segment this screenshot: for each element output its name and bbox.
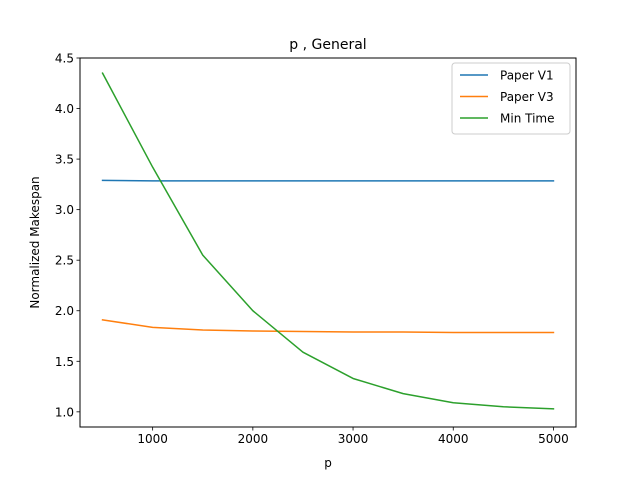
y-tick-label: 1.5 xyxy=(55,355,74,369)
legend-label: Min Time xyxy=(500,112,554,126)
y-axis-ticks: 1.0 1.5 2.0 2.5 3.0 3.5 4.0 4.5 xyxy=(55,52,80,419)
x-tick-label: 5000 xyxy=(538,432,569,446)
plot-area-frame xyxy=(79,57,577,428)
x-tick-label: 1000 xyxy=(137,432,168,446)
x-tick-label: 3000 xyxy=(338,432,369,446)
y-tick-label: 2.0 xyxy=(55,304,74,318)
series-line-0 xyxy=(101,179,555,182)
y-tick-label: 3.5 xyxy=(55,153,74,167)
series-line-2 xyxy=(101,72,555,410)
legend-label: Paper V3 xyxy=(500,90,554,104)
chart-title: p , General xyxy=(289,37,366,53)
x-axis-label: p xyxy=(324,456,332,470)
y-tick-label: 2.5 xyxy=(55,254,74,268)
x-tick-label: 2000 xyxy=(238,432,269,446)
y-tick-label: 1.0 xyxy=(55,405,74,419)
x-axis-ticks: 1000 2000 3000 4000 5000 xyxy=(137,427,569,446)
series-line-1 xyxy=(101,318,555,334)
legend-box xyxy=(451,62,571,135)
x-tick-label: 4000 xyxy=(438,432,469,446)
y-axis-label: Normalized Makespan xyxy=(28,176,42,308)
y-tick-label: 3.0 xyxy=(55,203,74,217)
y-tick-label: 4.0 xyxy=(55,102,74,116)
y-tick-label: 4.5 xyxy=(55,52,74,66)
legend-label: Paper V1 xyxy=(500,69,554,83)
legend: Paper V1 Paper V3 Min Time xyxy=(451,62,571,135)
plot-lines xyxy=(101,72,555,410)
